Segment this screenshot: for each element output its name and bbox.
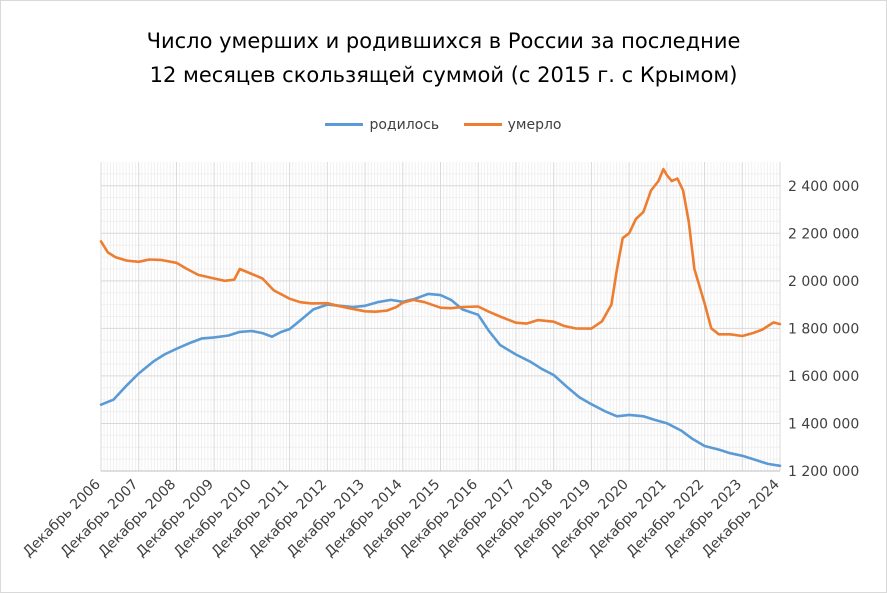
legend-item-births: родилось <box>325 117 439 133</box>
series-line-births <box>99 292 782 468</box>
chart-title: Число умерших и родившихся в России за п… <box>0 24 887 92</box>
y-tick-label: 1 800 000 <box>788 321 859 337</box>
legend-item-deaths: умерло <box>463 116 562 133</box>
legend-label-deaths: умерло <box>507 116 562 133</box>
legend-label-births: родилось <box>369 116 440 133</box>
y-tick-label: 1 600 000 <box>788 369 859 385</box>
y-tick-label: 2 000 000 <box>788 274 859 290</box>
y-tick-label: 1 400 000 <box>788 416 859 432</box>
series-line-deaths <box>99 167 782 338</box>
y-tick-label: 2 400 000 <box>788 179 859 195</box>
y-tick-label: 1 200 000 <box>788 464 859 480</box>
chart-legend: родилось умерло <box>0 114 887 133</box>
chart-title-line-2: 12 месяцев скользящей суммой (с 2015 г. … <box>149 63 738 87</box>
y-tick-label: 2 200 000 <box>788 226 859 242</box>
legend-swatch-deaths <box>463 123 502 126</box>
chart-title-line-1: Число умерших и родившихся в России за п… <box>146 29 741 53</box>
legend-swatch-births <box>325 123 364 126</box>
